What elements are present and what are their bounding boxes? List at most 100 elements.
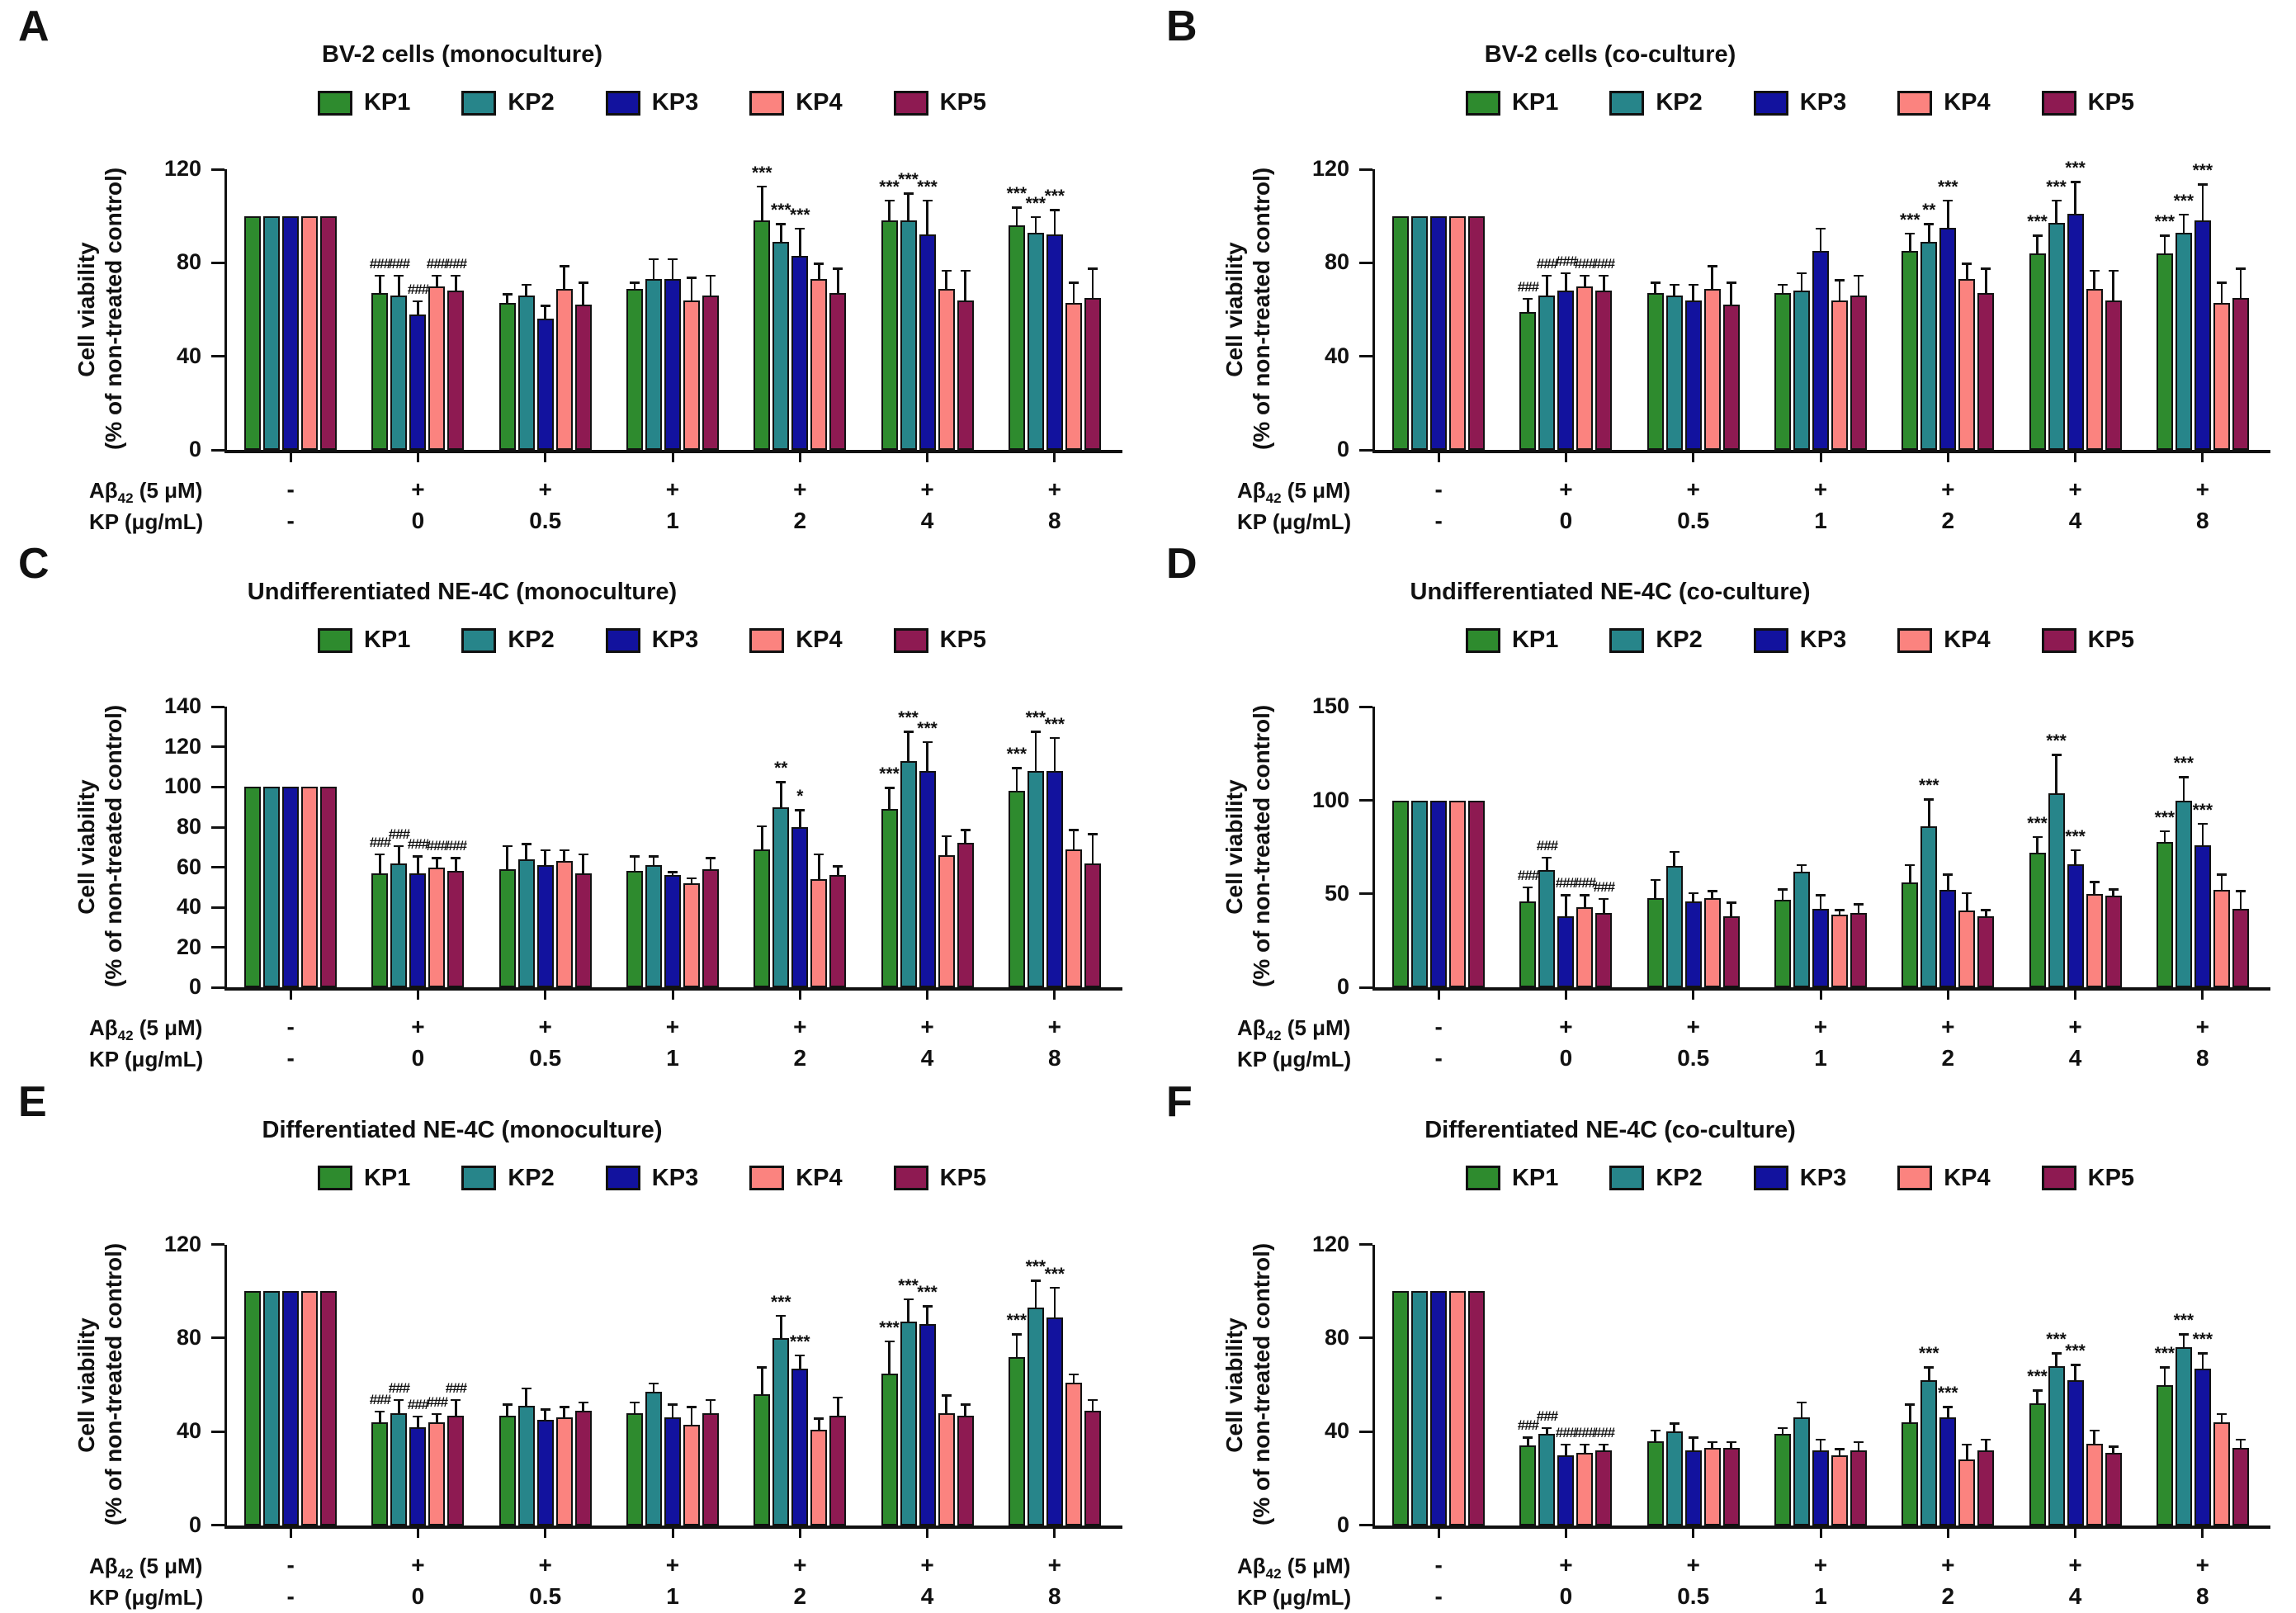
error-bar-stem [780,223,782,242]
kp-row-value: - [1434,1045,1443,1071]
bar [810,879,828,988]
kp-row-value: - [286,508,295,533]
error-bar-stem [652,1382,655,1393]
y-axis-label-line2: (% of non-treated control) [1249,167,1275,450]
abeta-row-value: - [1434,1551,1443,1578]
error-bar-stem [837,267,839,294]
bar [2194,220,2211,450]
y-tick-mark [211,1524,224,1527]
bar [1576,286,1594,450]
bar [772,1338,790,1525]
y-tick-label: 100 [163,773,201,799]
error-bar-stem [1584,894,1586,907]
legend-label: KP2 [1656,89,1703,116]
bar [282,787,300,988]
abeta-row-value: + [411,1014,425,1040]
significance-marker: ### [445,838,467,854]
error-bar-stem [926,1305,928,1324]
y-axis-label: Cell viability (% of non-treated control) [73,168,142,450]
x-tick-mark [289,450,292,462]
bar [1027,1308,1044,1525]
error-bar-cap [502,293,513,296]
bar [791,255,809,450]
bar [574,1410,592,1525]
significance-marker: *** [1919,776,1939,796]
error-bar-cap [795,1354,805,1357]
error-bar-cap [2178,776,2189,778]
legend-label: KP3 [651,89,699,116]
error-bar-cap [375,853,385,856]
bar [2086,288,2103,450]
bar [1538,869,1556,988]
bar [1684,901,1702,988]
error-bar-cap [1542,274,1552,277]
y-tick-label: 50 [1324,880,1349,906]
error-bar-cap [687,877,697,880]
error-bar-stem [1711,265,1713,289]
bar [2048,792,2065,988]
significance-marker: ### [1555,875,1577,891]
panel-letter: A [18,2,50,50]
error-bar-cap [1688,892,1698,895]
error-bar-cap [1669,283,1679,286]
significance-marker: ### [407,1396,429,1412]
error-bar-stem [379,853,381,873]
bar [263,787,281,988]
error-bar-cap [1816,894,1826,896]
error-bar-cap [903,1298,914,1301]
legend-swatch-icon [1609,90,1645,116]
error-bar-cap [1797,863,1807,867]
y-axis-label-line1: Cell viability [73,779,99,915]
error-bar-cap [394,1398,404,1402]
error-bar-cap [1924,1366,1935,1369]
significance-marker: ### [1536,255,1558,272]
abeta-label-post: (5 μM) [1281,1553,1351,1578]
error-bar-cap [375,1410,385,1413]
chart-title: Differentiated NE-4C (monoculture) [262,1116,663,1143]
x-tick-mark [2201,450,2204,462]
y-axis-label-line2: (% of non-treated control) [1249,705,1275,988]
error-bar-cap [375,274,385,277]
x-tick-mark [416,1525,419,1538]
error-bar-cap [776,1314,787,1317]
bar [900,760,917,988]
error-bar-cap [1049,209,1060,211]
error-bar-cap [630,855,640,858]
y-tick-label: 80 [176,1324,201,1350]
error-bar-cap [1778,283,1788,286]
significance-marker: ### [426,255,448,272]
bar [772,241,790,450]
y-tick-label: 0 [1336,974,1349,1000]
significance-marker: ### [388,255,410,272]
x-tick-mark [1053,450,1056,462]
significance-marker: *** [2154,1344,2176,1363]
bar [1920,241,1938,450]
bar [2067,863,2084,988]
abeta-row-value: + [1047,1551,1062,1578]
significance-marker: *** [879,764,900,784]
error-bar-stem [1091,1398,1094,1411]
error-bar-cap [960,829,971,831]
y-tick-mark [1359,355,1372,358]
y-tick-mark [211,745,224,749]
bar [938,1412,955,1525]
bar [1831,300,1848,450]
bar [1046,771,1063,988]
error-bar-stem [2036,1389,2039,1404]
x-tick-mark [1437,987,1440,1000]
bar [555,288,573,450]
error-bar-stem [1838,279,1841,300]
kp-row-value: 0 [411,1582,425,1609]
error-bar-stem [652,855,655,866]
error-bar-cap [1835,909,1845,911]
abeta-row-value: + [538,1551,552,1578]
x-tick-mark [1564,450,1567,462]
error-bar-cap [521,1387,531,1389]
legend-label: KP3 [1799,627,1847,654]
panel-letter: F [1166,1077,1193,1126]
error-bar-stem [506,293,508,303]
bar [2175,232,2192,450]
error-bar-stem [780,1314,782,1338]
abeta-row-value: + [538,1014,552,1040]
error-bar-stem [1053,209,1056,235]
